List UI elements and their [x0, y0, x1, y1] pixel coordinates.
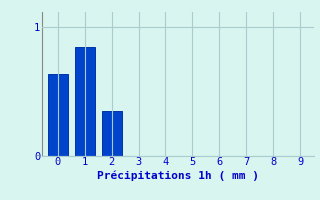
X-axis label: Précipitations 1h ( mm ): Précipitations 1h ( mm ): [97, 170, 259, 181]
Bar: [48, 74, 68, 156]
Bar: [101, 111, 122, 156]
Bar: [75, 47, 95, 156]
